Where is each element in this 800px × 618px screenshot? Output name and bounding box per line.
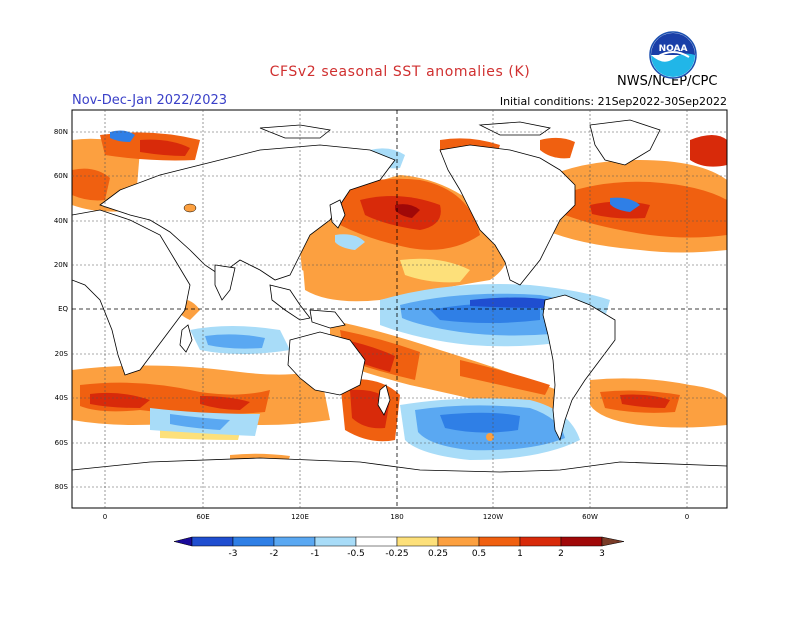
colorbar-segment: [355, 536, 398, 547]
lat-label: 80S: [55, 483, 69, 491]
lat-label: 40N: [54, 217, 68, 225]
colorbar-tick-label: -1: [311, 549, 320, 559]
colorbar-tick-label: -0.5: [347, 549, 365, 559]
lon-label: 0: [685, 513, 689, 521]
colorbar-tick-label: 2: [558, 549, 564, 559]
agency-label: NWS/NCEP/CPC: [617, 74, 718, 89]
lat-label: 60N: [54, 172, 68, 180]
colorbar-arrow-low: [173, 536, 193, 547]
continents: [72, 119, 727, 508]
lon-label: 180: [390, 513, 403, 521]
lat-label: 20N: [54, 261, 68, 269]
colorbar-segment: [519, 536, 562, 547]
colorbar-segment: [232, 536, 275, 547]
colorbar-arrow-high: [601, 536, 625, 547]
lat-label: 40S: [55, 394, 69, 402]
colorbar-segment: [273, 536, 316, 547]
lat-label: EQ: [58, 305, 68, 313]
gridlines: [72, 110, 727, 508]
latitude-labels: 80N 60N 40N 20N EQ 20S 40S 60S 80S: [54, 128, 69, 491]
noaa-logo: NOAA: [649, 31, 697, 79]
anomaly-field: [72, 110, 727, 508]
colorbar: -3 -2 -1 -0.5 -0.25 0.25 0.5 1 2 3: [173, 536, 625, 559]
colorbar-segment: [437, 536, 480, 547]
lat-label: 20S: [55, 350, 69, 358]
lon-label: 60E: [196, 513, 209, 521]
longitude-labels: 0 60E 120E 180 120W 60W 0: [103, 513, 689, 521]
colorbar-tick-label: 0.5: [472, 549, 486, 559]
lat-label: 80N: [54, 128, 68, 136]
colorbar-segment: [478, 536, 521, 547]
lon-label: 120E: [291, 513, 309, 521]
lon-label: 60W: [582, 513, 598, 521]
season-label: Nov-Dec-Jan 2022/2023: [72, 93, 228, 108]
lat-label: 60S: [55, 439, 69, 447]
colorbar-tick-label: 0.25: [428, 549, 448, 559]
colorbar-segment: [396, 536, 439, 547]
colorbar-segment: [314, 536, 357, 547]
colorbar-segment: [560, 536, 603, 547]
initial-conditions-label: Initial conditions: 21Sep2022-30Sep2022: [499, 95, 727, 108]
colorbar-tick-label: -2: [270, 549, 279, 559]
lon-label: 0: [103, 513, 107, 521]
colorbar-segment: [191, 536, 234, 547]
lon-label: 120W: [483, 513, 503, 521]
logo-text: NOAA: [659, 44, 688, 54]
colorbar-tick-label: -3: [229, 549, 238, 559]
colorbar-tick-label: 1: [517, 549, 523, 559]
colorbar-tick-label: 3: [599, 549, 605, 559]
map-title: CFSv2 seasonal SST anomalies (K): [269, 64, 531, 80]
reference-lines: [72, 110, 727, 508]
colorbar-tick-label: -0.25: [385, 549, 408, 559]
